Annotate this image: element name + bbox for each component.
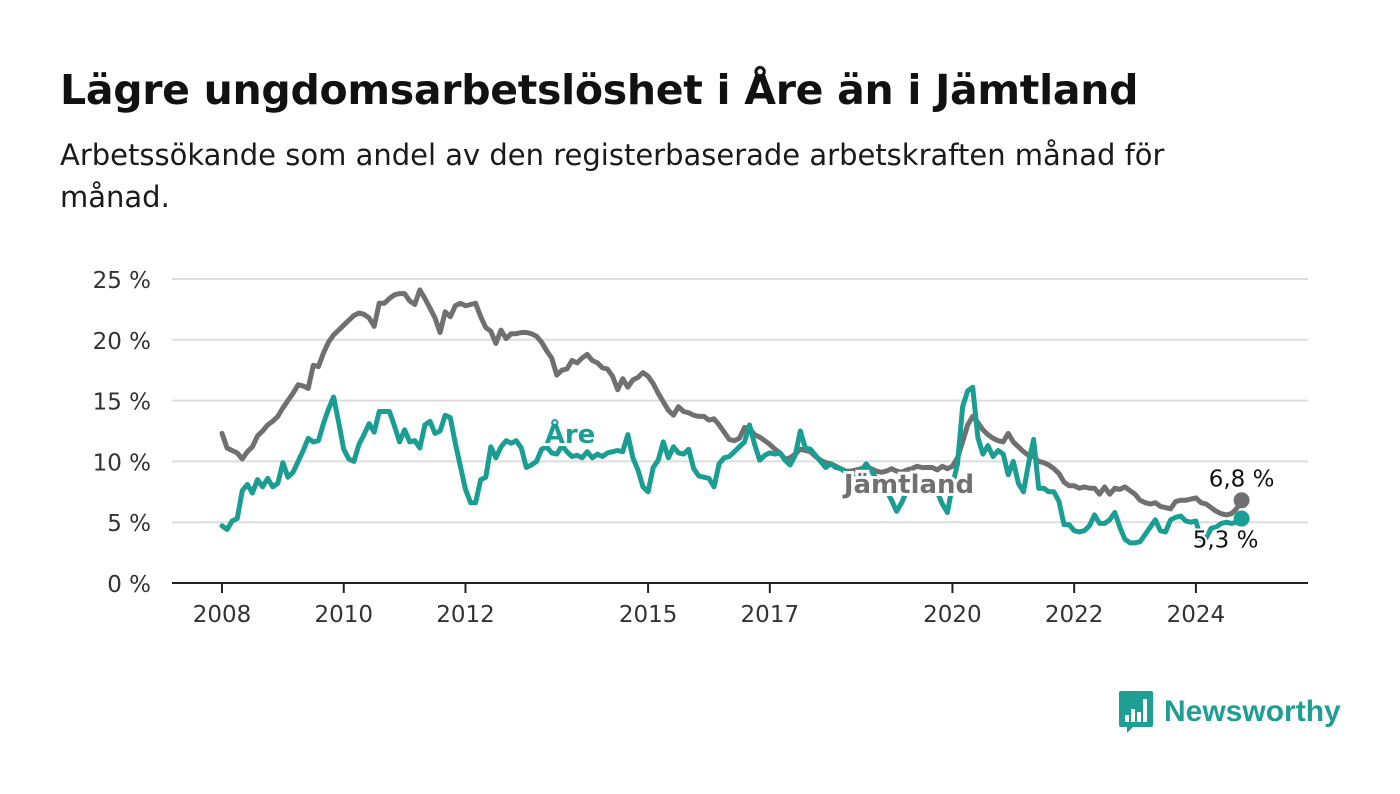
series-lines	[219, 287, 1250, 546]
x-tick-label: 2015	[619, 602, 678, 628]
y-tick-label: 0 %	[107, 572, 151, 598]
chart-title: Lägre ungdomsarbetslöshet i Åre än i Jäm…	[60, 66, 1139, 114]
y-tick-label: 20 %	[93, 329, 151, 355]
series-label-are: Åre	[545, 418, 596, 450]
series-line-jamtland	[219, 287, 1245, 518]
x-tick-label: 2022	[1045, 602, 1104, 628]
end-point-jamtland	[1233, 492, 1250, 509]
axes: 0 % 5 % 10 % 15 % 20 % 25 % 2008 2010 2012 2015 20…	[93, 268, 1308, 628]
series-labels: 6,8 % 5,3 % Åre Jämtland	[542, 415, 1275, 556]
y-tick-label: 15 %	[93, 390, 151, 416]
x-tick-label: 2020	[923, 602, 982, 628]
end-point-are	[1233, 510, 1250, 527]
x-tick-label: 2024	[1167, 602, 1226, 628]
series-label-jamtland: Jämtland	[842, 470, 974, 500]
end-value-label-are: 5,3 %	[1193, 528, 1259, 554]
bar-chart-icon	[1119, 691, 1153, 733]
y-tick-label: 5 %	[107, 511, 151, 537]
newsworthy-logo: Newsworthy	[1118, 690, 1341, 734]
series-line-are	[219, 384, 1245, 546]
end-value-label-jamtland: 6,8 %	[1209, 466, 1275, 492]
x-tick-label: 2017	[741, 602, 800, 628]
x-tick-label: 2008	[193, 602, 252, 628]
x-tick-label: 2010	[314, 602, 373, 628]
y-tick-label: 10 %	[93, 450, 151, 476]
chart-subtitle: Arbetssökande som andel av den registerb…	[60, 138, 1165, 214]
gridlines	[172, 278, 1308, 524]
y-tick-label: 25 %	[93, 268, 151, 294]
x-tick-label: 2012	[436, 602, 495, 628]
brand-name: Newsworthy	[1164, 695, 1341, 728]
